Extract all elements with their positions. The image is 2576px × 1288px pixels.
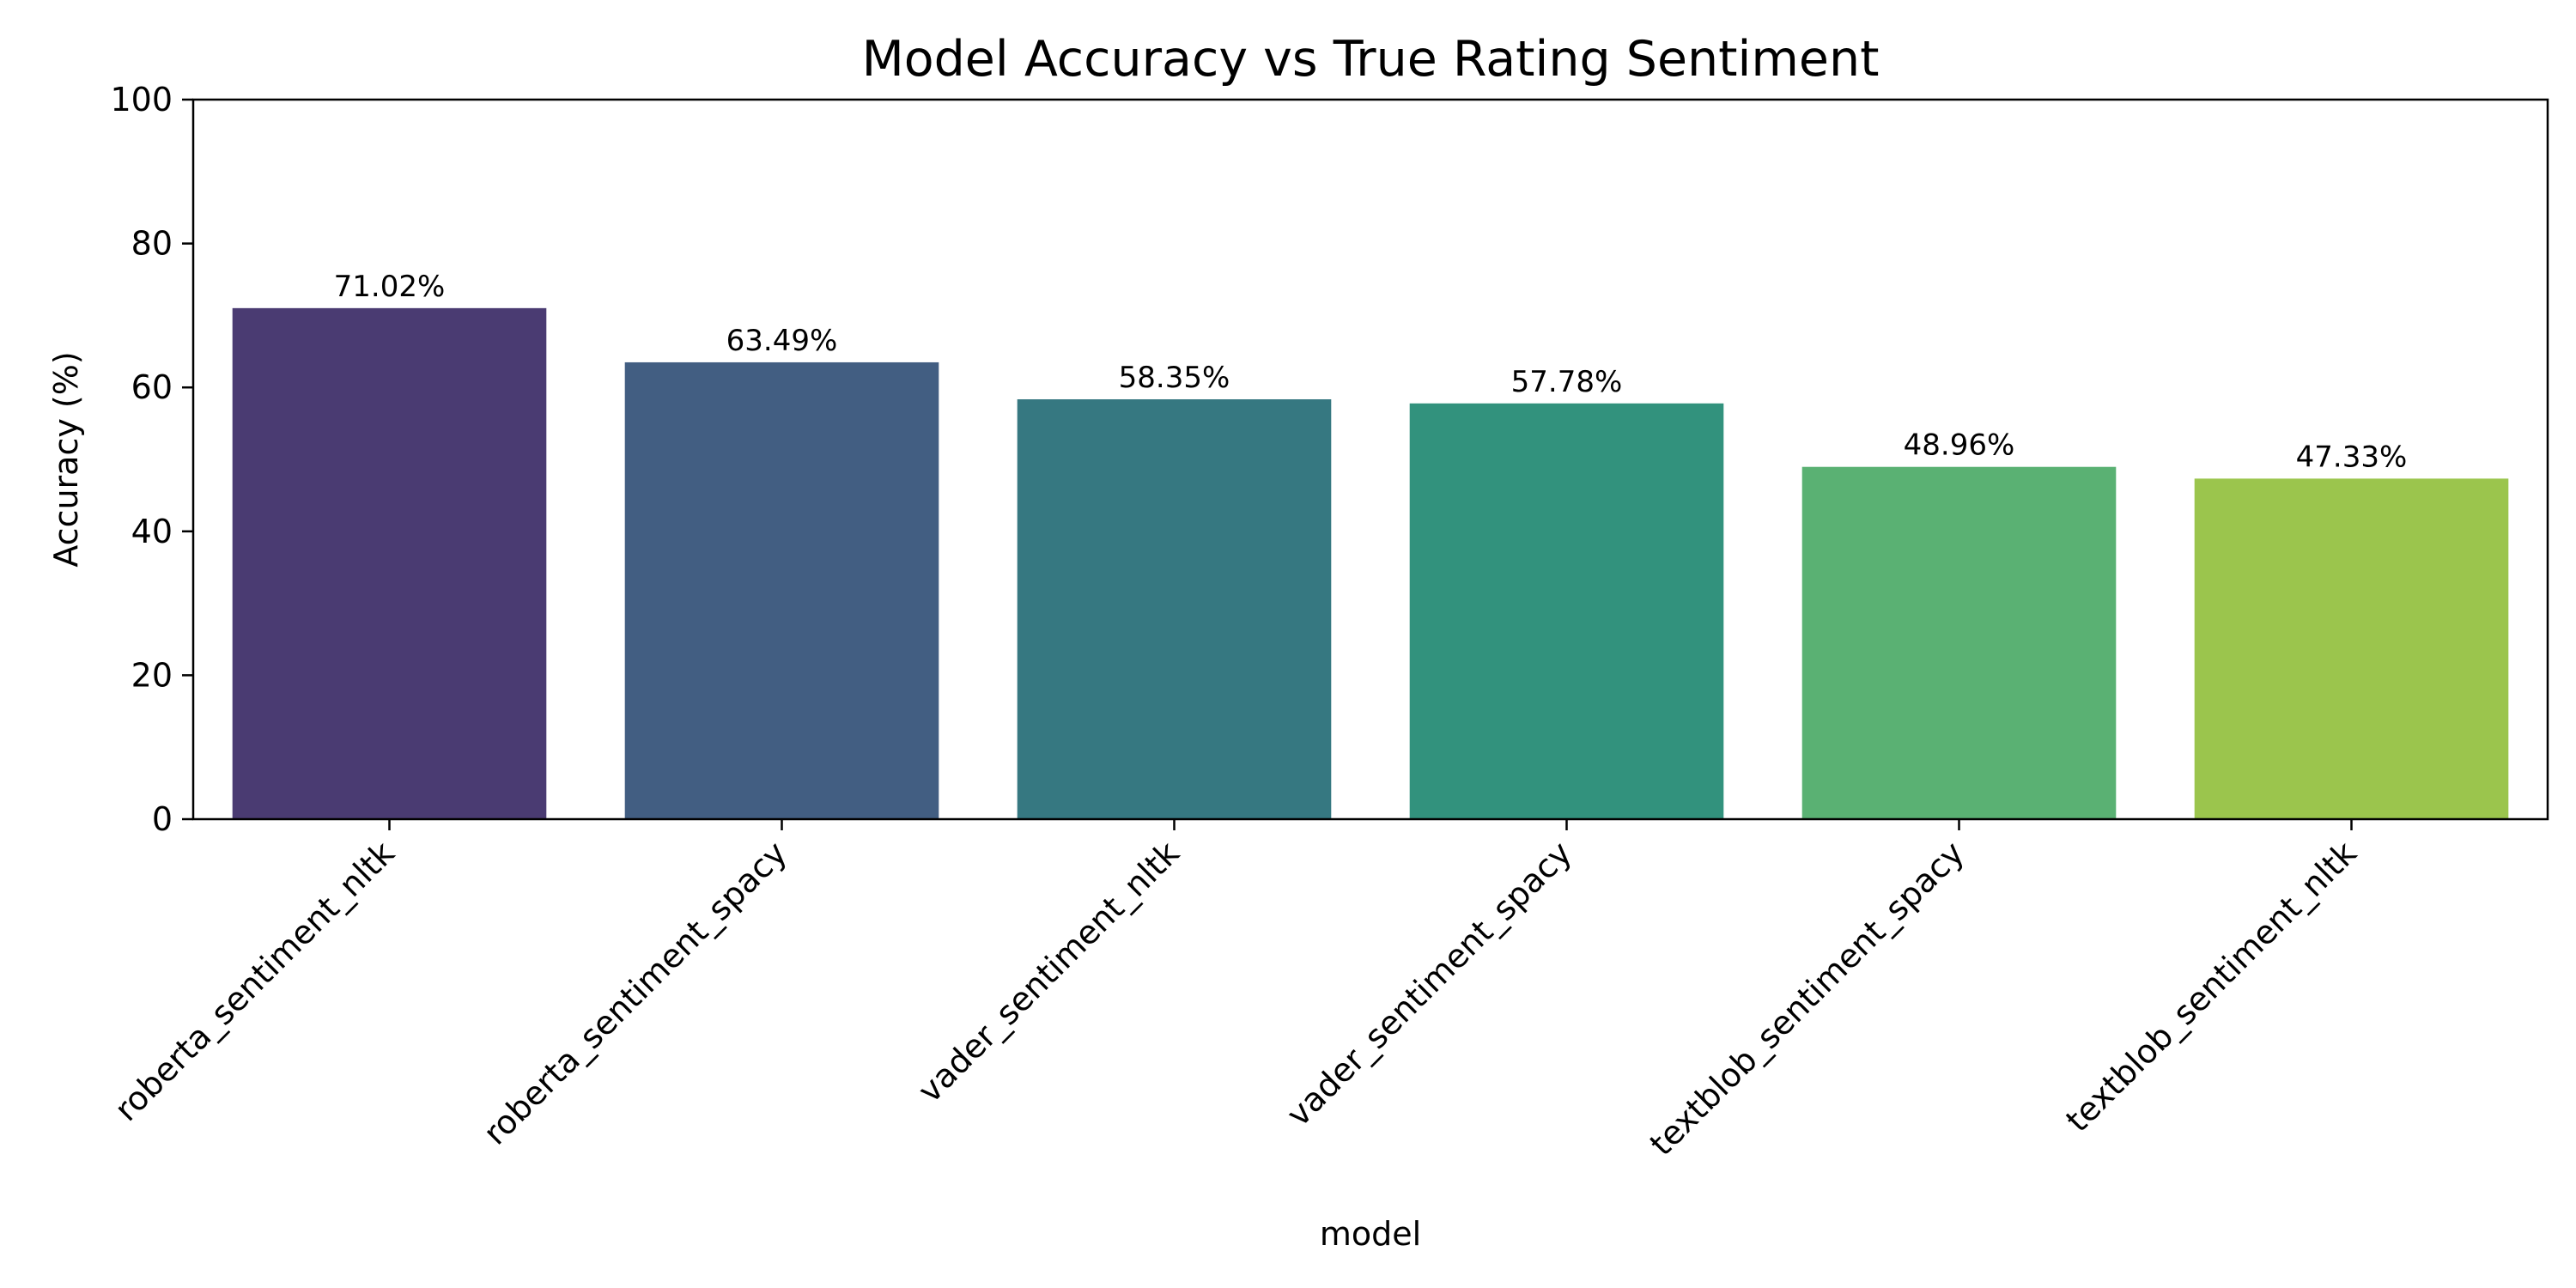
bar-textblob_sentiment_nltk: [2194, 478, 2509, 819]
bar-roberta_sentiment_nltk: [232, 307, 547, 819]
y-tick-label: 40: [131, 513, 173, 550]
y-tick-label: 60: [131, 368, 173, 406]
bar-roberta_sentiment_spacy: [624, 361, 939, 819]
x-tick-label: vader_sentiment_nltk: [910, 834, 1186, 1109]
y-tick-label: 100: [110, 81, 173, 118]
x-tick-label: roberta_sentiment_nltk: [107, 834, 402, 1128]
data-label-vader_sentiment_spacy: 57.78%: [1511, 365, 1623, 399]
x-axis-label: model: [1320, 1215, 1421, 1253]
data-label-textblob_sentiment_spacy: 48.96%: [1904, 428, 2015, 463]
value-labels-layer: 71.02% 63.49% 58.35% 57.78% 48.96% 47.33%: [334, 270, 2408, 475]
y-tick-label: 80: [131, 225, 173, 263]
bars-layer: [232, 307, 2509, 819]
x-tick-label: vader_sentiment_spacy: [1279, 834, 1579, 1133]
chart-title: Model Accuracy vs True Rating Sentiment: [862, 31, 1880, 88]
bar-textblob_sentiment_spacy: [1801, 466, 2117, 819]
data-label-vader_sentiment_nltk: 58.35%: [1119, 361, 1230, 395]
plot-frame: [191, 98, 2549, 821]
y-tick-label: 20: [131, 656, 173, 694]
x-tick-label: textblob_sentiment_nltk: [2058, 834, 2363, 1139]
data-label-textblob_sentiment_nltk: 47.33%: [2296, 440, 2408, 474]
data-label-roberta_sentiment_nltk: 71.02%: [334, 270, 446, 304]
x-tick-label: textblob_sentiment_spacy: [1643, 834, 1971, 1163]
x-tick-label: roberta_sentiment_spacy: [476, 834, 794, 1152]
y-tick-label: 0: [152, 800, 173, 838]
y-axis-label: Accuracy (%): [47, 351, 85, 567]
y-axis: 0 20 40 60 80 100: [110, 81, 193, 838]
data-label-roberta_sentiment_spacy: 63.49%: [726, 324, 838, 358]
bar-vader_sentiment_nltk: [1017, 399, 1332, 819]
x-axis: roberta_sentiment_nltk roberta_sentiment_…: [107, 819, 2364, 1163]
bar-vader_sentiment_spacy: [1409, 403, 1724, 819]
